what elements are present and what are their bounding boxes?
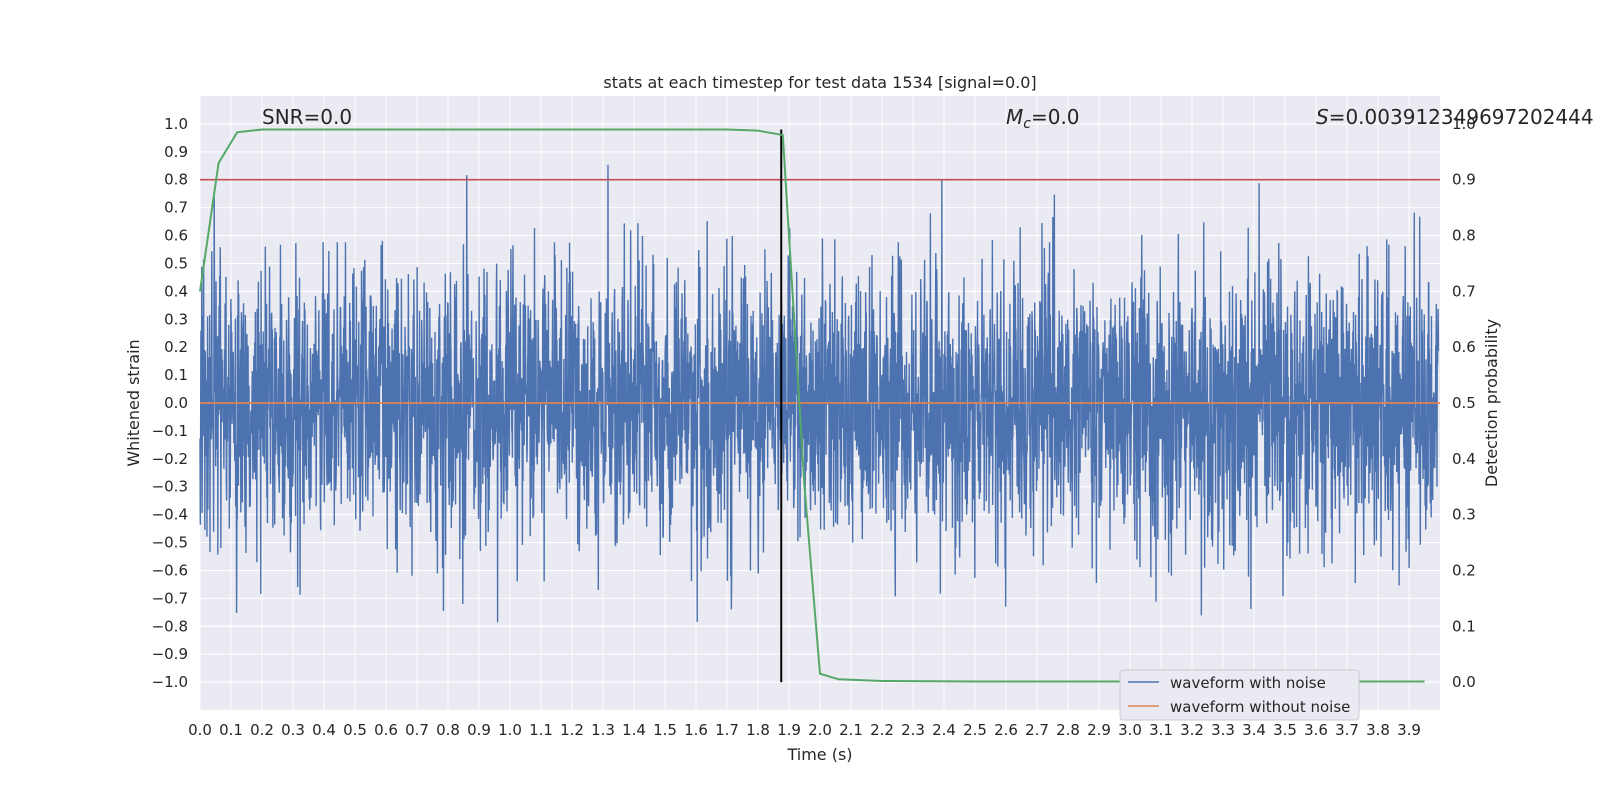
y2-axis-label: Detection probability [1482,319,1501,487]
y-tick-label-6: 0.4 [164,282,188,300]
x-tick-label-27: 2.7 [1025,721,1049,739]
x-tick-label-14: 1.4 [622,721,646,739]
x-tick-label-1: 0.1 [219,721,243,739]
y-tick-label-14: −0.4 [152,506,188,524]
x-tick-label-8: 0.8 [436,721,460,739]
x-tick-label-39: 3.9 [1397,721,1421,739]
legend-label-clean: waveform without noise [1170,698,1350,716]
mc-subscript: c [1023,116,1031,132]
y2-tick-label-10: 0.0 [1452,673,1476,691]
x-tick-label-15: 1.5 [653,721,677,739]
x-tick-label-18: 1.8 [746,721,770,739]
y2-axis-ticks: 1.0 0.9 0.8 0.7 0.6 0.5 0.4 0.3 0.2 0.1 0.0 [1452,115,1476,691]
legend: waveform with noise waveform without noi… [1119,669,1360,721]
y-tick-label-17: −0.7 [152,589,188,607]
x-tick-label-16: 1.6 [684,721,708,739]
x-tick-label-7: 0.7 [405,721,429,739]
x-tick-label-26: 2.6 [994,721,1018,739]
x-tick-label-29: 2.9 [1087,721,1111,739]
y-tick-label-7: 0.3 [164,310,188,328]
y-tick-label-18: −0.8 [152,617,188,635]
x-tick-label-38: 3.8 [1366,721,1390,739]
y-tick-label-0: 1.0 [164,115,188,133]
y-tick-label-13: −0.3 [152,478,188,496]
y2-tick-label-5: 0.5 [1452,394,1476,412]
y2-tick-label-3: 0.7 [1452,282,1476,300]
y-tick-label-9: 0.1 [164,366,188,384]
x-tick-label-30: 3.0 [1118,721,1142,739]
x-tick-label-21: 2.1 [839,721,863,739]
y-tick-label-15: −0.5 [152,534,188,552]
y-tick-label-19: −0.9 [152,645,188,663]
x-tick-label-4: 0.4 [312,721,336,739]
x-tick-label-2: 0.2 [250,721,274,739]
x-tick-label-0: 0.0 [188,721,212,739]
snr-annotation: SNR=0.0 [262,105,352,129]
y2-tick-label-0: 1.0 [1452,115,1476,133]
y-tick-label-2: 0.8 [164,171,188,189]
y2-tick-label-6: 0.4 [1452,450,1476,468]
x-axis-ticks: 0.0 0.1 0.2 0.3 0.4 0.5 0.6 0.7 0.8 0.9 1.0 1.1 1.2 1… [188,721,1421,739]
legend-box [1119,669,1360,721]
x-tick-label-9: 0.9 [467,721,491,739]
y-tick-label-12: −0.2 [152,450,188,468]
x-tick-label-25: 2.5 [963,721,987,739]
y2-tick-label-2: 0.8 [1452,227,1476,245]
y-tick-label-5: 0.5 [164,254,188,272]
y2-tick-label-4: 0.6 [1452,338,1476,356]
s-value: =0.003912349697202444 [1329,105,1594,129]
x-tick-label-20: 2.0 [808,721,832,739]
s-symbol: S [1316,105,1329,129]
series-waveform-with-noise [199,164,1440,623]
y2-tick-label-1: 0.9 [1452,171,1476,189]
x-tick-label-33: 3.3 [1211,721,1235,739]
detection-probability-line [199,128,1425,683]
mc-symbol: M [1006,105,1023,129]
x-tick-label-5: 0.5 [343,721,367,739]
legend-label-noise: waveform with noise [1170,674,1326,692]
chart-title: stats at each timestep for test data 153… [603,73,1036,92]
x-tick-label-22: 2.2 [870,721,894,739]
x-tick-label-37: 3.7 [1335,721,1359,739]
x-tick-label-17: 1.7 [715,721,739,739]
x-tick-label-11: 1.1 [529,721,553,739]
x-tick-label-36: 3.6 [1304,721,1328,739]
y2-tick-label-7: 0.3 [1452,506,1476,524]
mc-value: =0.0 [1031,105,1080,129]
y-tick-label-3: 0.7 [164,199,188,217]
y-tick-label-1: 0.9 [164,143,188,161]
x-tick-label-6: 0.6 [374,721,398,739]
x-axis-label: Time (s) [786,745,852,764]
y-tick-label-16: −0.6 [152,561,188,579]
x-tick-label-10: 1.0 [498,721,522,739]
x-tick-label-19: 1.9 [777,721,801,739]
y-tick-label-8: 0.2 [164,338,188,356]
x-tick-label-31: 3.1 [1149,721,1173,739]
y2-tick-label-8: 0.2 [1452,561,1476,579]
x-tick-label-32: 3.2 [1180,721,1204,739]
x-tick-label-23: 2.3 [901,721,925,739]
x-tick-label-35: 3.5 [1273,721,1297,739]
s-annotation: S=0.003912349697202444 [1316,105,1594,129]
overlay-lines [199,128,1440,683]
x-tick-label-13: 1.3 [591,721,615,739]
y2-tick-label-9: 0.1 [1452,617,1476,635]
y-axis-ticks: 1.0 0.9 0.8 0.7 0.6 0.5 0.4 0.3 0.2 0.1 0.0 −0.1 −0.… [152,115,188,691]
noise-waveform-line [199,164,1440,623]
y-axis-label: Whitened strain [124,339,143,466]
y-tick-label-11: −0.1 [152,422,188,440]
y-tick-label-4: 0.6 [164,227,188,245]
y-tick-label-20: −1.0 [152,673,188,691]
x-tick-label-3: 0.3 [281,721,305,739]
x-tick-label-34: 3.4 [1242,721,1266,739]
x-tick-label-28: 2.8 [1056,721,1080,739]
x-tick-label-24: 2.4 [932,721,956,739]
chirp-mass-annotation: Mc=0.0 [1006,105,1080,132]
x-tick-label-12: 1.2 [560,721,584,739]
y-tick-label-10: 0.0 [164,394,188,412]
